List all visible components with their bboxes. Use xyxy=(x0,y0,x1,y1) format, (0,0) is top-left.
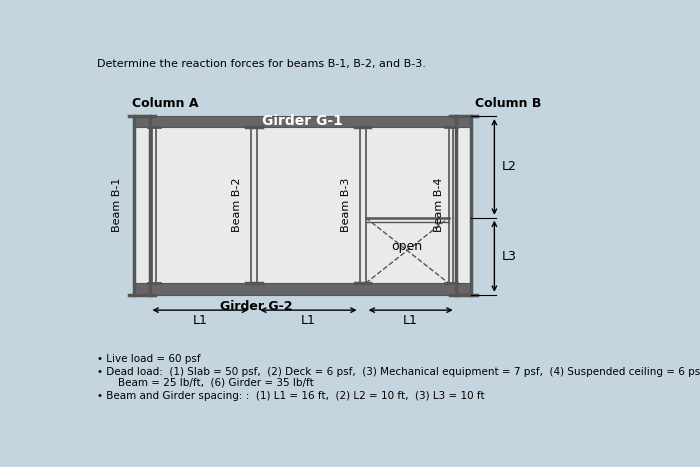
Text: Beam B-3: Beam B-3 xyxy=(341,178,351,232)
Bar xyxy=(134,116,471,127)
Text: L1: L1 xyxy=(301,314,316,326)
Bar xyxy=(134,283,471,295)
Text: Column B: Column B xyxy=(475,97,541,110)
Text: Beam = 25 lb/ft,  (6) Girder = 35 lb/ft: Beam = 25 lb/ft, (6) Girder = 35 lb/ft xyxy=(104,378,314,388)
Text: L1: L1 xyxy=(403,314,418,326)
Text: L2: L2 xyxy=(502,161,517,173)
Text: • Dead load:  (1) Slab = 50 psf,  (2) Deck = 6 psf,  (3) Mechanical equipment = : • Dead load: (1) Slab = 50 psf, (2) Deck… xyxy=(97,367,700,377)
Text: open: open xyxy=(391,240,423,253)
Text: Beam B-2: Beam B-2 xyxy=(232,178,242,232)
Text: Determine the reaction forces for beams B-1, B-2, and B-3.: Determine the reaction forces for beams … xyxy=(97,59,426,69)
Text: L3: L3 xyxy=(502,250,517,263)
Text: Beam B-4: Beam B-4 xyxy=(433,178,444,232)
Text: Girder G-1: Girder G-1 xyxy=(262,114,343,128)
Bar xyxy=(134,116,471,295)
Text: Column A: Column A xyxy=(132,97,199,110)
Text: • Beam and Girder spacing: :  (1) L1 = 16 ft,  (2) L2 = 10 ft,  (3) L3 = 10 ft: • Beam and Girder spacing: : (1) L1 = 16… xyxy=(97,391,484,401)
Text: • Live load = 60 psf: • Live load = 60 psf xyxy=(97,354,200,364)
Text: L1: L1 xyxy=(193,314,208,326)
Text: Girder G-2: Girder G-2 xyxy=(220,300,293,313)
Text: Beam B-1: Beam B-1 xyxy=(112,178,122,232)
